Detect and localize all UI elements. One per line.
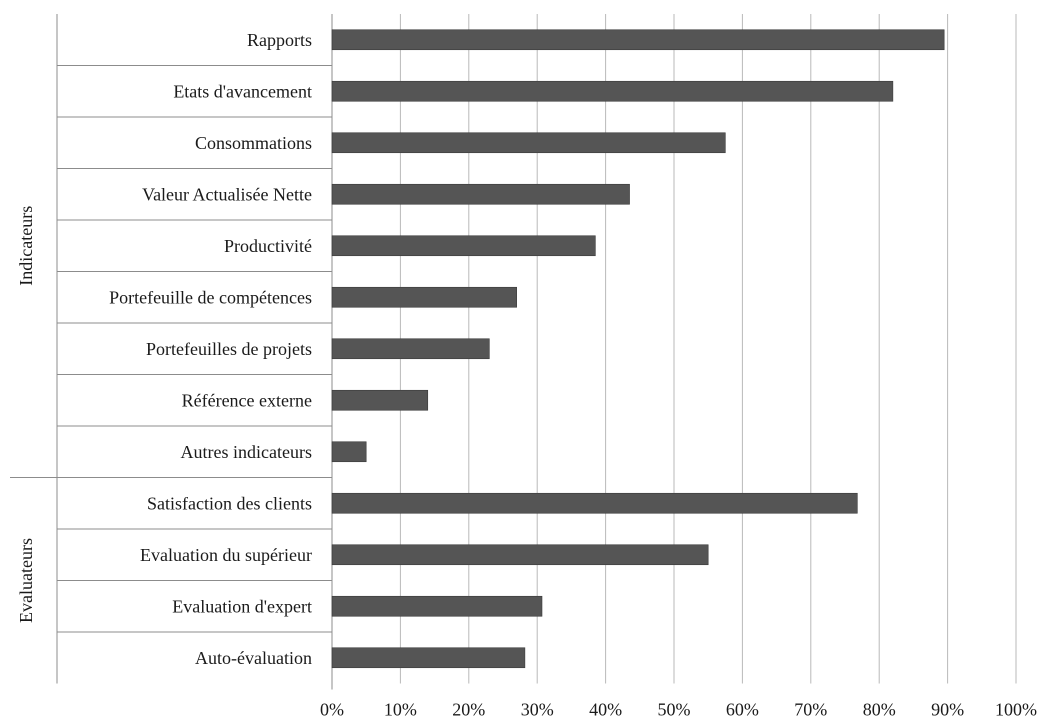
category-label-auto-evaluation: Auto-évaluation [195, 648, 312, 668]
bar-satisfaction-des-clients [331, 492, 858, 514]
bar-portefeuilles-de-projets [331, 338, 490, 360]
group-label-evaluateurs: Evaluateurs [16, 538, 36, 623]
category-label-portefeuilles-de-projets: Portefeuilles de projets [146, 339, 312, 359]
x-tick-label: 100% [995, 700, 1037, 717]
bar-auto-evaluation [331, 647, 526, 669]
bar-etats-d-avancement [331, 80, 894, 102]
bar-productivite [331, 235, 596, 257]
category-label-evaluation-d-expert: Evaluation d'expert [172, 596, 312, 616]
x-tick-label: 20% [452, 700, 485, 717]
x-axis-tick-labels: 0% 10% 20% 30% 40% 50% 60% 70% 80% 90% 100% [320, 700, 1037, 717]
category-label-etats-d-avancement: Etats d'avancement [173, 81, 312, 101]
group-label-indicateurs: Indicateurs [16, 206, 36, 286]
bar-portefeuille-de-competences [331, 286, 517, 308]
category-label-reference-externe: Référence externe [182, 390, 312, 410]
bars [331, 29, 945, 669]
bar-reference-externe [331, 389, 429, 411]
category-label-rapports: Rapports [247, 30, 312, 50]
category-axis-frame [10, 14, 333, 690]
bar-evaluation-d-expert [331, 595, 543, 617]
x-tick-label: 40% [589, 700, 622, 717]
x-tick-label: 0% [320, 700, 344, 717]
group-labels: Indicateurs Evaluateurs [16, 206, 36, 623]
category-label-evaluation-du-superieur: Evaluation du supérieur [140, 545, 312, 565]
bar-valeur-actualisee-nette [331, 183, 630, 205]
category-label-autres-indicateurs: Autres indicateurs [181, 442, 312, 462]
x-tick-label: 60% [726, 700, 759, 717]
x-tick-label: 30% [521, 700, 554, 717]
bar-consommations [331, 132, 726, 154]
category-label-consommations: Consommations [195, 133, 312, 153]
bar-autres-indicateurs [331, 441, 367, 463]
x-tick-label: 70% [794, 700, 827, 717]
category-label-productivite: Productivité [224, 236, 312, 256]
x-tick-label: 90% [931, 700, 964, 717]
category-label-satisfaction-des-clients: Satisfaction des clients [147, 493, 312, 513]
category-label-portefeuille-de-competences: Portefeuille de compétences [109, 287, 312, 307]
x-tick-label: 80% [863, 700, 896, 717]
x-tick-label: 50% [658, 700, 691, 717]
grid-lines [399, 14, 1017, 684]
x-tick-label: 10% [384, 700, 417, 717]
category-labels: Rapports Etats d'avancement Consommations V… [109, 30, 312, 668]
bar-rapports [331, 29, 945, 51]
bar-evaluation-du-superieur [331, 544, 709, 566]
category-label-valeur-actualisee-nette: Valeur Actualisée Nette [142, 184, 312, 204]
